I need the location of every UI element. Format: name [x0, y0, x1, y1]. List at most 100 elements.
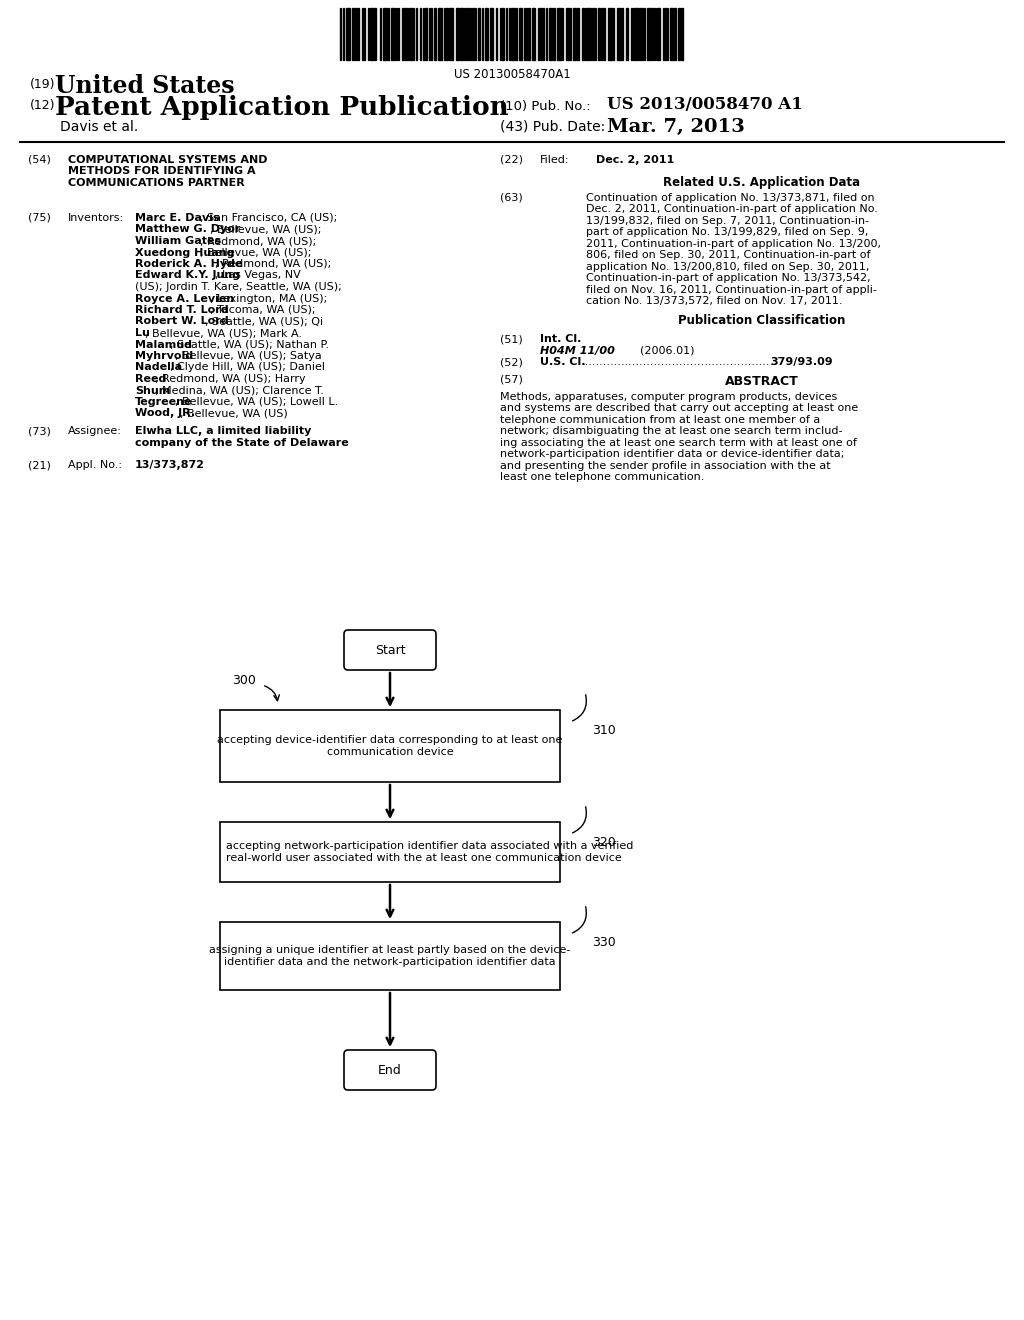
Text: Start: Start [375, 644, 406, 656]
Text: 13/373,872: 13/373,872 [135, 461, 205, 470]
Bar [566, 8, 569, 59]
Text: (43) Pub. Date:: (43) Pub. Date: [500, 120, 605, 135]
Bar [406, 8, 407, 59]
Bar [650, 8, 652, 59]
Text: 330: 330 [592, 936, 615, 949]
Bar [438, 8, 442, 59]
Bar [374, 8, 376, 59]
Bar [635, 8, 638, 59]
Bar [670, 8, 673, 59]
Text: 320: 320 [592, 836, 615, 849]
Bar [456, 8, 459, 59]
Text: (2006.01): (2006.01) [640, 346, 694, 356]
Text: , Tacoma, WA (US);: , Tacoma, WA (US); [210, 305, 315, 315]
Bar [485, 8, 488, 59]
Bar [553, 8, 555, 59]
Text: Dec. 2, 2011: Dec. 2, 2011 [596, 154, 674, 165]
Text: Tegreene: Tegreene [135, 397, 193, 407]
Bar [434, 8, 436, 59]
Text: , San Francisco, CA (US);: , San Francisco, CA (US); [200, 213, 337, 223]
Text: , Clyde Hill, WA (US); Daniel: , Clyde Hill, WA (US); Daniel [170, 363, 325, 372]
Text: (12): (12) [30, 99, 55, 112]
Bar [626, 8, 628, 59]
Text: Int. Cl.: Int. Cl. [540, 334, 582, 345]
FancyBboxPatch shape [344, 1049, 436, 1090]
Bar [519, 8, 522, 59]
Text: Related U.S. Application Data: Related U.S. Application Data [664, 176, 860, 189]
Text: (73): (73) [28, 426, 51, 436]
Text: (21): (21) [28, 461, 51, 470]
Bar [681, 8, 683, 59]
Text: , Seattle, WA (US); Nathan P.: , Seattle, WA (US); Nathan P. [170, 339, 329, 350]
Text: 300: 300 [232, 673, 256, 686]
Bar [391, 8, 393, 59]
Text: Lu: Lu [135, 327, 150, 338]
Text: Mar. 7, 2013: Mar. 7, 2013 [607, 117, 744, 136]
Text: End: End [378, 1064, 401, 1077]
Bar [446, 8, 449, 59]
Text: and presenting the sender profile in association with the at: and presenting the sender profile in ass… [500, 461, 830, 471]
Text: 806, filed on Sep. 30, 2011, Continuation-in-part of: 806, filed on Sep. 30, 2011, Continuatio… [586, 251, 870, 260]
Text: , Medina, WA (US); Clarence T.: , Medina, WA (US); Clarence T. [155, 385, 324, 396]
Bar [449, 8, 453, 59]
Text: accepting device-identifier data corresponding to at least one
communication dev: accepting device-identifier data corresp… [217, 735, 562, 756]
Text: Filed:: Filed: [540, 154, 569, 165]
Bar [639, 8, 641, 59]
Bar [346, 8, 350, 59]
Text: 13/199,832, filed on Sep. 7, 2011, Continuation-in-: 13/199,832, filed on Sep. 7, 2011, Conti… [586, 216, 869, 226]
Text: COMPUTATIONAL SYSTEMS AND: COMPUTATIONAL SYSTEMS AND [68, 154, 267, 165]
Text: METHODS FOR IDENTIFYING A: METHODS FOR IDENTIFYING A [68, 166, 256, 177]
Bar [549, 8, 552, 59]
Text: 2011, Continuation-in-part of application No. 13/200,: 2011, Continuation-in-part of applicatio… [586, 239, 881, 249]
Text: Inventors:: Inventors: [68, 213, 124, 223]
Bar [598, 8, 600, 59]
Bar [540, 8, 542, 59]
Bar [603, 8, 605, 59]
Text: accepting network-participation identifier data associated with a verified
real-: accepting network-participation identifi… [226, 841, 634, 863]
Text: ABSTRACT: ABSTRACT [725, 375, 799, 388]
Text: United States: United States [55, 74, 234, 98]
Text: Assignee:: Assignee: [68, 426, 122, 436]
Bar [587, 8, 590, 59]
Text: (22): (22) [500, 154, 523, 165]
Text: Edward K.Y. Jung: Edward K.Y. Jung [135, 271, 240, 281]
Bar [410, 8, 412, 59]
Bar [528, 8, 530, 59]
Text: COMMUNICATIONS PARTNER: COMMUNICATIONS PARTNER [68, 178, 245, 187]
Text: cation No. 13/373,572, filed on Nov. 17, 2011.: cation No. 13/373,572, filed on Nov. 17,… [586, 297, 843, 306]
Bar [383, 8, 386, 59]
Text: Matthew G. Dyor: Matthew G. Dyor [135, 224, 241, 235]
Text: (10) Pub. No.:: (10) Pub. No.: [500, 100, 591, 114]
Text: US 2013/0058470 A1: US 2013/0058470 A1 [607, 96, 803, 114]
Text: Reed: Reed [135, 374, 166, 384]
Bar [370, 8, 373, 59]
Text: Royce A. Levien: Royce A. Levien [135, 293, 234, 304]
Bar [532, 8, 535, 59]
Text: network; disambiguating the at least one search term includ-: network; disambiguating the at least one… [500, 426, 843, 437]
Bar [608, 8, 612, 59]
Text: (19): (19) [30, 78, 55, 91]
Bar [511, 8, 514, 59]
Bar [573, 8, 575, 59]
Text: , Redmond, WA (US); Harry: , Redmond, WA (US); Harry [155, 374, 305, 384]
Text: , Bellevue, WA (US); Lowell L.: , Bellevue, WA (US); Lowell L. [175, 397, 338, 407]
Text: Wood, JR.: Wood, JR. [135, 408, 196, 418]
Text: ing associating the at least one search term with at least one of: ing associating the at least one search … [500, 438, 857, 447]
Text: (63): (63) [500, 193, 522, 203]
Text: ......................................................: ........................................… [582, 358, 778, 367]
Bar [582, 8, 584, 59]
Bar [617, 8, 620, 59]
Text: (57): (57) [500, 375, 523, 384]
Bar [460, 8, 463, 59]
Text: and systems are described that carry out accepting at least one: and systems are described that carry out… [500, 404, 858, 413]
Text: Elwha LLC, a limited liability: Elwha LLC, a limited liability [135, 426, 311, 436]
Text: 310: 310 [592, 723, 615, 737]
Bar [357, 8, 359, 59]
Bar [387, 8, 389, 59]
Text: Nadella: Nadella [135, 363, 182, 372]
Text: Richard T. Lord: Richard T. Lord [135, 305, 228, 315]
Bar [657, 8, 660, 59]
Text: Continuation of application No. 13/373,871, filed on: Continuation of application No. 13/373,8… [586, 193, 874, 203]
Text: H04M 11/00: H04M 11/00 [540, 346, 614, 356]
Text: Myhrvold: Myhrvold [135, 351, 194, 360]
